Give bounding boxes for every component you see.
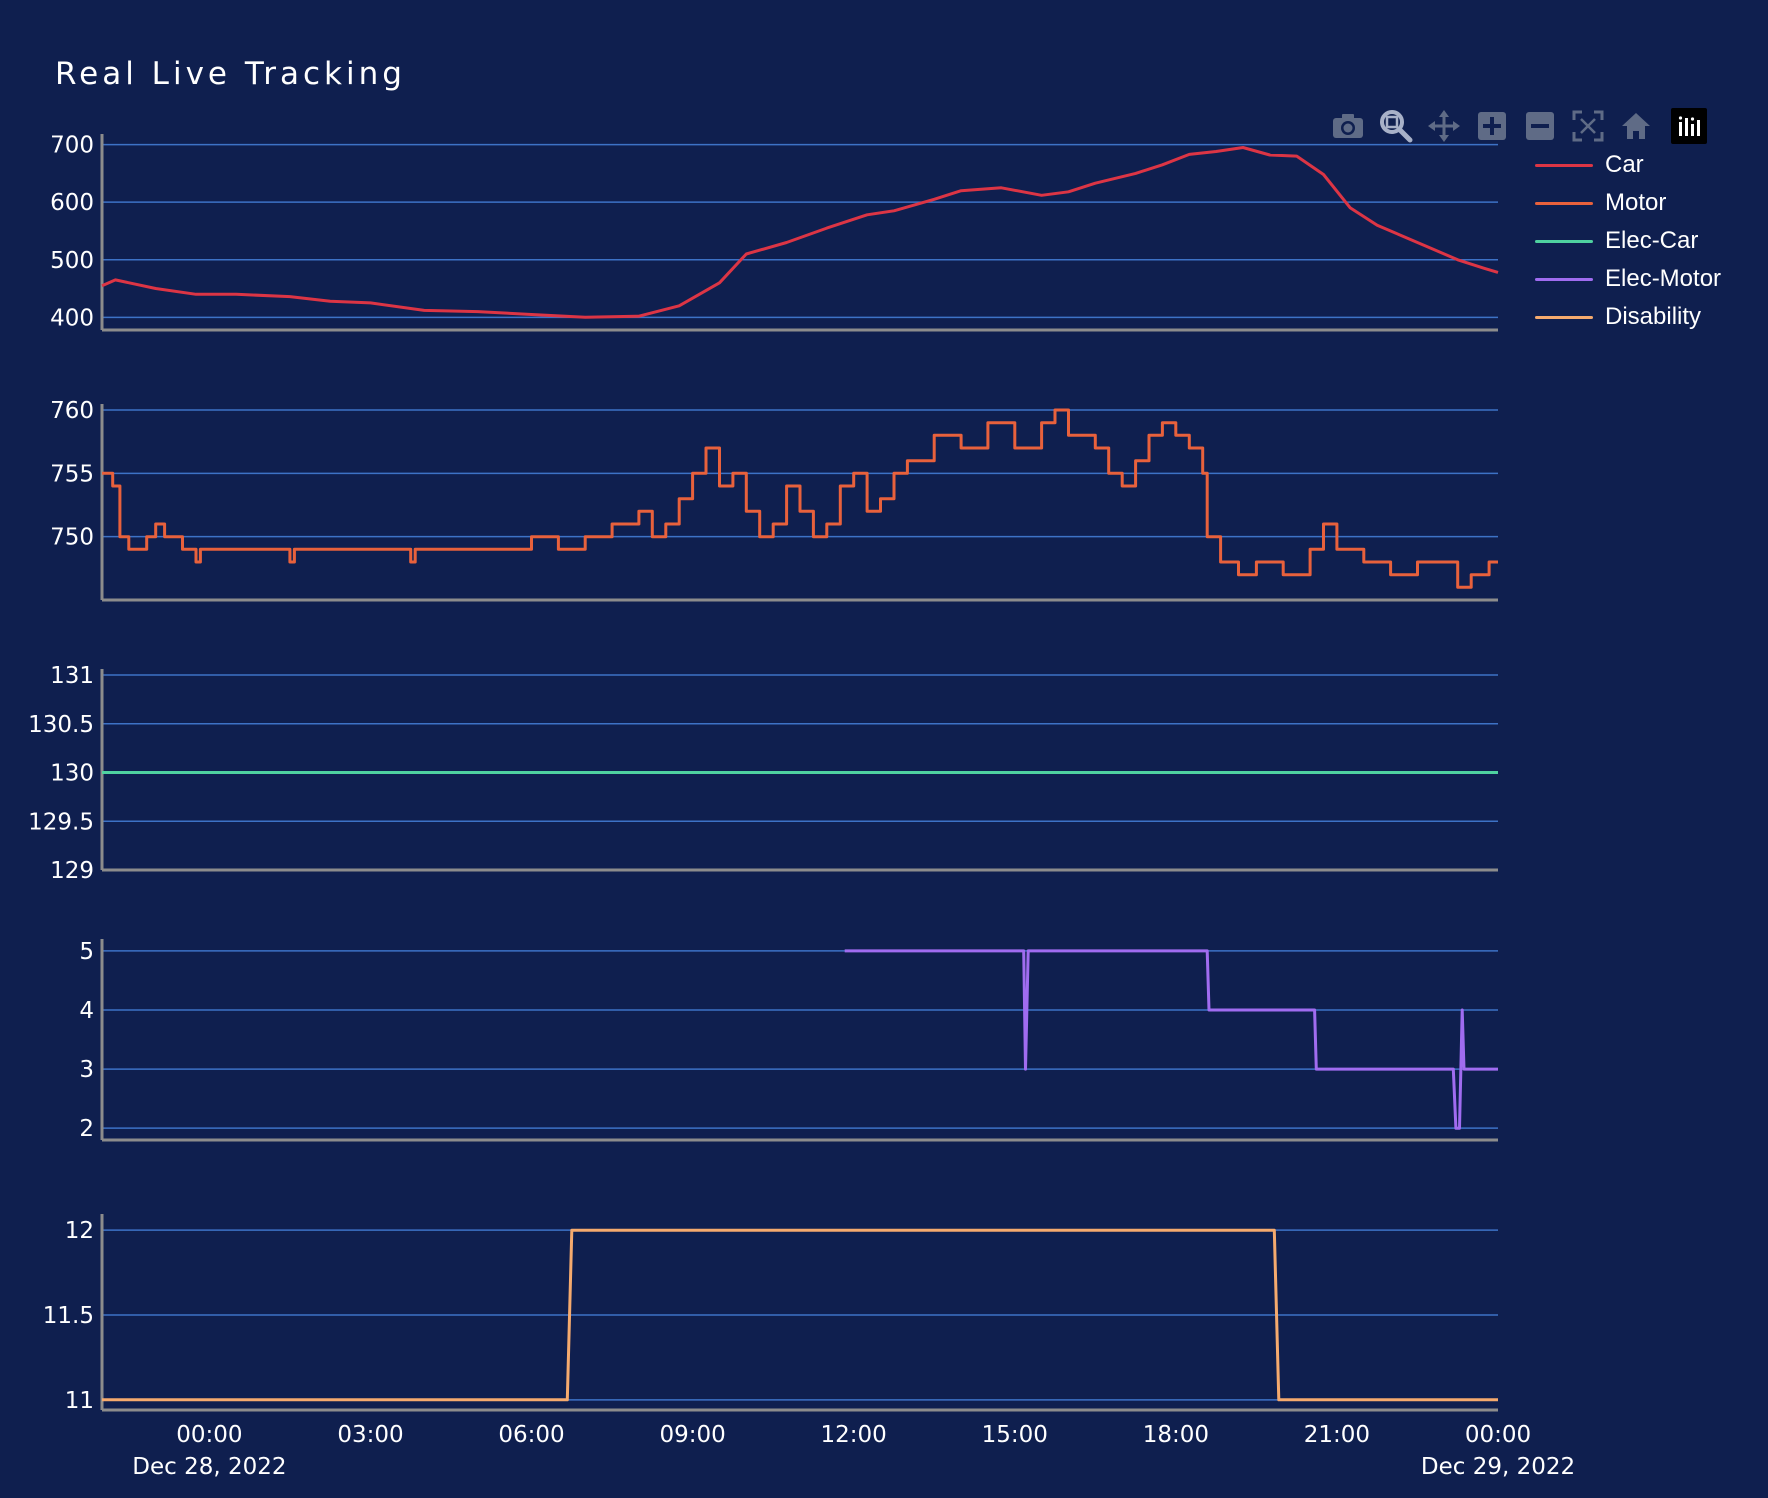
x-tick-label: 12:00 (821, 1422, 887, 1448)
legend-item[interactable]: Elec-Car (1535, 222, 1721, 260)
legend-item[interactable]: Disability (1535, 298, 1721, 336)
x-tick-label: 09:00 (659, 1422, 725, 1448)
y-tick-label: 131 (50, 663, 94, 689)
legend-label: Disability (1605, 303, 1702, 330)
y-tick-label: 12 (65, 1218, 94, 1244)
y-tick-label: 130 (50, 761, 94, 787)
legend-swatch (1535, 239, 1593, 243)
y-tick-label: 750 (50, 525, 94, 551)
x-tick-label: 15:00 (982, 1422, 1048, 1448)
series-line-motor (102, 408, 1498, 589)
legend-swatch (1535, 201, 1593, 205)
legend-item[interactable]: Elec-Motor (1535, 260, 1721, 298)
series-line-disability (102, 1228, 1498, 1402)
legend-swatch (1535, 163, 1593, 167)
legend-label: Car (1605, 151, 1644, 178)
modebar (1325, 104, 1707, 148)
x-tick-label: 18:00 (1143, 1422, 1209, 1448)
chart-title: Real Live Tracking (55, 56, 406, 92)
zoom-icon[interactable] (1373, 104, 1419, 148)
plotly-logo-icon[interactable] (1671, 108, 1707, 144)
x-date-label: Dec 29, 2022 (1421, 1454, 1575, 1480)
zoom-in-icon[interactable] (1469, 104, 1515, 148)
y-tick-label: 129 (50, 858, 94, 884)
legend-item[interactable]: Car (1535, 146, 1721, 184)
legend-label: Motor (1605, 189, 1667, 216)
autoscale-icon[interactable] (1565, 104, 1611, 148)
camera-icon[interactable] (1325, 104, 1371, 148)
y-tick-label: 11.5 (43, 1303, 94, 1329)
y-tick-label: 700 (50, 133, 94, 159)
legend-label: Elec-Car (1605, 227, 1699, 254)
x-tick-label: 00:00 (176, 1422, 242, 1448)
x-date-label: Dec 28, 2022 (132, 1454, 286, 1480)
x-tick-label: 00:00 (1465, 1422, 1531, 1448)
y-tick-label: 600 (50, 190, 94, 216)
series-line-elec-motor (844, 949, 1498, 1130)
legend-item[interactable]: Motor (1535, 184, 1721, 222)
legend-swatch (1535, 277, 1593, 281)
y-tick-label: 400 (50, 305, 94, 331)
y-tick-label: 3 (79, 1057, 94, 1083)
y-tick-label: 755 (50, 461, 94, 487)
y-tick-label: 2 (79, 1116, 94, 1142)
y-tick-label: 11 (65, 1388, 94, 1414)
x-tick-label: 03:00 (337, 1422, 403, 1448)
x-tick-label: 21:00 (1304, 1422, 1370, 1448)
y-tick-label: 5 (79, 939, 94, 965)
legend-label: Elec-Motor (1605, 265, 1722, 292)
y-tick-label: 129.5 (28, 809, 94, 835)
legend-swatch (1535, 315, 1593, 319)
series-line-car (101, 146, 1499, 319)
y-tick-label: 760 (50, 398, 94, 424)
zoom-out-icon[interactable] (1517, 104, 1563, 148)
x-tick-label: 06:00 (498, 1422, 564, 1448)
y-tick-label: 500 (50, 248, 94, 274)
legend: Car Motor Elec-Car Elec-Motor Disability (1535, 146, 1721, 336)
reset-axes-icon[interactable] (1613, 104, 1659, 148)
pan-icon[interactable] (1421, 104, 1467, 148)
y-tick-label: 4 (79, 998, 94, 1024)
y-tick-label: 130.5 (28, 712, 94, 738)
